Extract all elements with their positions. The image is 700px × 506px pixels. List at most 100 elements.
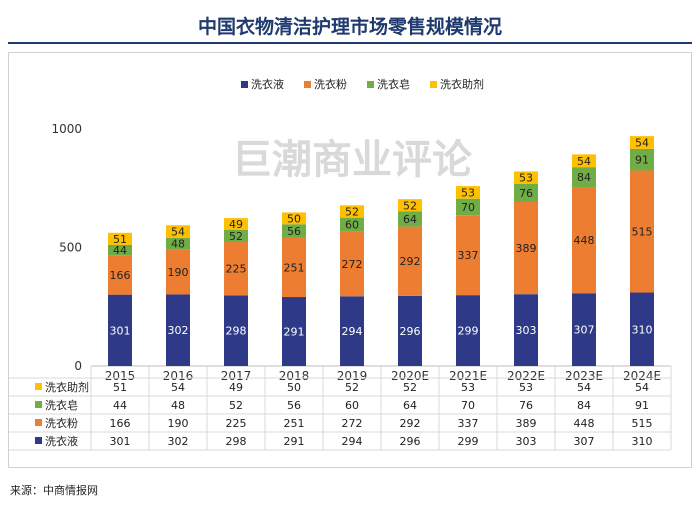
data-label: 53 [519,172,533,185]
watermark: 巨潮商业评论 [232,137,473,183]
table-cell: 272 [342,417,363,430]
table-cell: 52 [229,399,243,412]
bar-segment [572,167,596,188]
bar-segment [456,186,480,199]
table-cell: 51 [113,381,127,394]
table-cell: 53 [461,381,475,394]
bar-segment [630,292,654,366]
table-cell: 60 [345,399,359,412]
data-label: 70 [461,201,475,214]
data-label: 53 [461,186,475,199]
table-cell: 301 [110,435,131,448]
data-label: 84 [577,171,591,184]
bar-segment [398,226,422,296]
table-cell: 389 [516,417,537,430]
bar-segment [340,296,364,366]
table-cell: 84 [577,399,591,412]
data-label: 64 [403,213,417,226]
data-label: 291 [284,326,305,339]
data-label: 515 [632,226,653,239]
data-label: 299 [458,325,479,338]
bar-segment [108,232,132,245]
bar-segment [572,154,596,168]
y-tick-label: 0 [74,359,82,373]
table-cell: 292 [400,417,421,430]
table-cell: 91 [635,399,649,412]
bar-segment [340,205,364,218]
bar-segment [340,217,364,232]
x-tick-label: 2016 [163,369,194,383]
x-tick-label: 2015 [105,369,136,383]
table-swatch [35,401,42,408]
bar-segment [514,294,538,366]
data-label: 49 [229,218,243,231]
data-label: 302 [168,324,189,337]
table-cell: 302 [168,435,189,448]
legend-swatch [304,81,311,88]
data-label: 251 [284,261,305,274]
data-label: 91 [635,154,649,167]
bar-segment [630,136,654,149]
data-label: 337 [458,249,479,262]
bar-segment [572,293,596,366]
bar-segment [166,249,190,295]
data-label: 389 [516,242,537,255]
x-tick-label: 2017 [221,369,252,383]
data-label: 307 [574,324,595,337]
table-swatch [35,437,42,444]
bar-segment [224,242,248,296]
legend-swatch [430,81,437,88]
bar-segment [514,201,538,295]
table-cell: 48 [171,399,185,412]
bar-segment [340,231,364,297]
data-label: 296 [400,325,421,338]
bar-segment [456,215,480,296]
source-note: 来源：中商情报网 [10,484,98,497]
table-swatch [35,383,42,390]
bar-segment [456,295,480,366]
bar-segment [108,244,132,256]
data-label: 52 [345,205,359,218]
bar-segment [398,295,422,366]
table-cell: 307 [574,435,595,448]
table-cell: 56 [287,399,301,412]
data-label: 298 [226,325,247,338]
y-tick-label: 1000 [51,122,82,136]
bar-segment [398,211,422,227]
data-label: 54 [635,137,649,150]
bar-segment [514,183,538,202]
x-tick-label: 2022E [507,369,545,383]
data-label: 52 [403,199,417,212]
y-tick-label: 500 [59,241,82,255]
table-cell: 76 [519,399,533,412]
table-cell: 294 [342,435,363,448]
table-cell: 190 [168,417,189,430]
table-cell: 298 [226,435,247,448]
table-cell: 225 [226,417,247,430]
table-cell: 52 [403,381,417,394]
data-label: 310 [632,323,653,336]
table-cell: 515 [632,417,653,430]
data-label: 76 [519,187,533,200]
x-tick-label: 2023E [565,369,603,383]
bar-segment [514,171,538,184]
x-tick-label: 2018 [279,369,310,383]
x-tick-label: 2020E [391,369,429,383]
table-row-label: 洗衣皂 [45,398,78,412]
table-cell: 53 [519,381,533,394]
table-cell: 166 [110,417,131,430]
data-label: 56 [287,225,301,238]
data-label: 272 [342,258,363,271]
data-label: 52 [229,230,243,243]
table-cell: 54 [171,381,185,394]
bar-segment [282,237,306,298]
data-label: 51 [113,233,127,246]
data-label: 54 [577,155,591,168]
data-label: 448 [574,234,595,247]
table-cell: 70 [461,399,475,412]
bar-segment [398,199,422,212]
chart-panel: 巨潮商业评论 0 500 1000 洗衣液 洗衣粉 洗衣皂 洗衣助剂 301 166 44 51 20… [8,52,692,468]
table-row-label: 洗衣粉 [45,416,78,430]
title-divider [8,42,692,44]
